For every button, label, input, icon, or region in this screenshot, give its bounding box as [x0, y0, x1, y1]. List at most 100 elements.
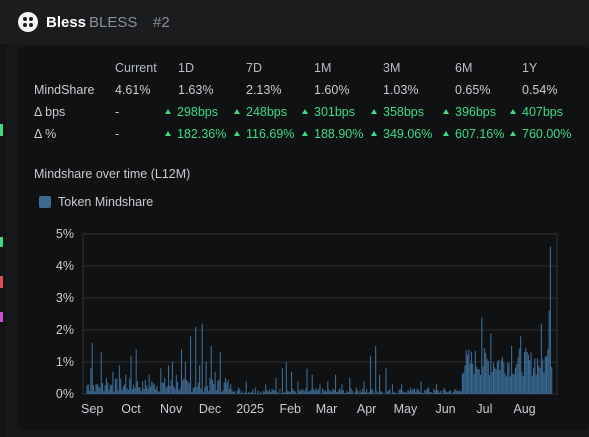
chart-bar — [259, 391, 262, 394]
stats-table: Current 1D 7D 1M 3M 6M 1Y MindShare 4.61… — [0, 0, 589, 160]
chart-bar — [529, 359, 531, 394]
up-arrow-icon — [165, 109, 171, 114]
chart-bar — [547, 349, 549, 394]
chart-bar — [509, 376, 511, 394]
token-name[interactable]: Bless — [46, 14, 87, 31]
chart-bar — [496, 361, 498, 394]
legend-label[interactable]: Token Mindshare — [58, 195, 154, 209]
chart-bar — [279, 388, 281, 394]
chart-bar — [420, 381, 422, 394]
chart-bar — [518, 348, 520, 394]
chart-bar — [249, 392, 251, 394]
chart-bar — [312, 388, 315, 394]
chart-bar — [412, 388, 414, 394]
chart-bar — [147, 389, 149, 394]
chart-bar — [446, 392, 448, 394]
chart-bar — [498, 360, 500, 394]
chart-bar — [522, 376, 524, 394]
token-symbol: BLESS — [89, 14, 138, 31]
chart-bar — [389, 388, 391, 394]
chart-bar — [375, 346, 377, 394]
chart-bar — [415, 391, 417, 394]
mindshare-chart: 5% 4% 3% 2% 1% 0% Sep Oct Nov Dec 2025 Feb Mar Apr May… — [56, 227, 558, 416]
chart-bar — [535, 374, 537, 394]
delta-pct-value: 116.69% — [234, 127, 294, 141]
chart-bar — [245, 381, 247, 394]
y-tick-label: 1% — [56, 355, 74, 369]
chart-bar — [429, 391, 431, 394]
chart-bar — [485, 352, 487, 394]
chart-bar — [385, 368, 387, 394]
chart-bar — [283, 392, 285, 394]
chart-bar — [131, 389, 133, 394]
chart-bar — [237, 387, 240, 394]
chart-bar — [274, 390, 276, 394]
chart-bar — [297, 381, 299, 394]
chart-bar — [206, 386, 208, 394]
chart-bar — [474, 350, 476, 394]
chart-bar — [543, 372, 545, 394]
delta-bps-value: 301bps — [302, 105, 355, 119]
y-tick-label: 5% — [56, 227, 74, 241]
chart-bar — [268, 389, 271, 394]
chart-bar — [483, 348, 485, 394]
chart-bar — [419, 391, 421, 394]
chart-bar — [231, 389, 233, 394]
chart-bar — [296, 393, 298, 394]
delta-bps-value: - — [115, 105, 120, 119]
chart-bar — [390, 393, 392, 394]
chart-bar — [428, 387, 430, 394]
chart-bar — [307, 391, 309, 394]
up-arrow-icon — [371, 109, 377, 114]
chart-bar — [232, 391, 234, 394]
chart-bar — [328, 389, 330, 394]
background-window-mark — [0, 237, 3, 247]
chart-bar — [160, 368, 162, 394]
chart-bar — [363, 381, 365, 394]
chart-bar — [380, 391, 382, 394]
chart-bar — [300, 391, 302, 394]
chart-bar — [465, 349, 467, 394]
chart-bar — [435, 384, 438, 394]
chart-bar — [143, 388, 145, 394]
chart-bar — [504, 373, 506, 394]
chart-bar — [155, 389, 157, 394]
chart-bar — [121, 389, 123, 394]
chart-bar — [288, 391, 290, 394]
mindshare-value: 1.03% — [383, 83, 419, 97]
legend-swatch[interactable] — [39, 196, 51, 208]
row-label: MindShare — [34, 83, 95, 97]
chart-bar — [478, 369, 480, 394]
chart-bar — [305, 388, 307, 394]
chart-bar — [149, 386, 151, 394]
chart-bar — [325, 391, 328, 394]
chart-bar — [489, 374, 491, 394]
chart-bar — [199, 365, 201, 394]
chart-bar — [508, 363, 510, 394]
chart-bar — [538, 365, 540, 394]
chart-bar — [91, 342, 93, 394]
chart-bar — [516, 363, 518, 394]
chart-bar — [467, 354, 469, 394]
chart-bar — [398, 389, 400, 394]
chart-bar — [210, 346, 212, 394]
chart-bar — [345, 392, 347, 394]
column-header: 3M — [383, 61, 401, 75]
chart-bar — [372, 390, 374, 394]
chart-bar — [491, 371, 493, 394]
chart-bar — [156, 385, 158, 394]
chart-bar — [523, 352, 526, 394]
chart-bar — [457, 390, 460, 394]
chart-bar — [413, 388, 416, 394]
chart-bar — [533, 367, 535, 394]
chart-bar — [309, 391, 311, 394]
chart-bar — [359, 389, 361, 394]
delta-pct-value: 182.36% — [165, 127, 226, 141]
column-header: 6M — [455, 61, 473, 75]
chart-bar — [250, 392, 252, 394]
chart-bar — [202, 392, 205, 394]
chart-bar — [127, 389, 129, 394]
chart-bar — [404, 392, 406, 394]
chart-bar — [218, 379, 220, 394]
chart-bar — [197, 382, 199, 394]
